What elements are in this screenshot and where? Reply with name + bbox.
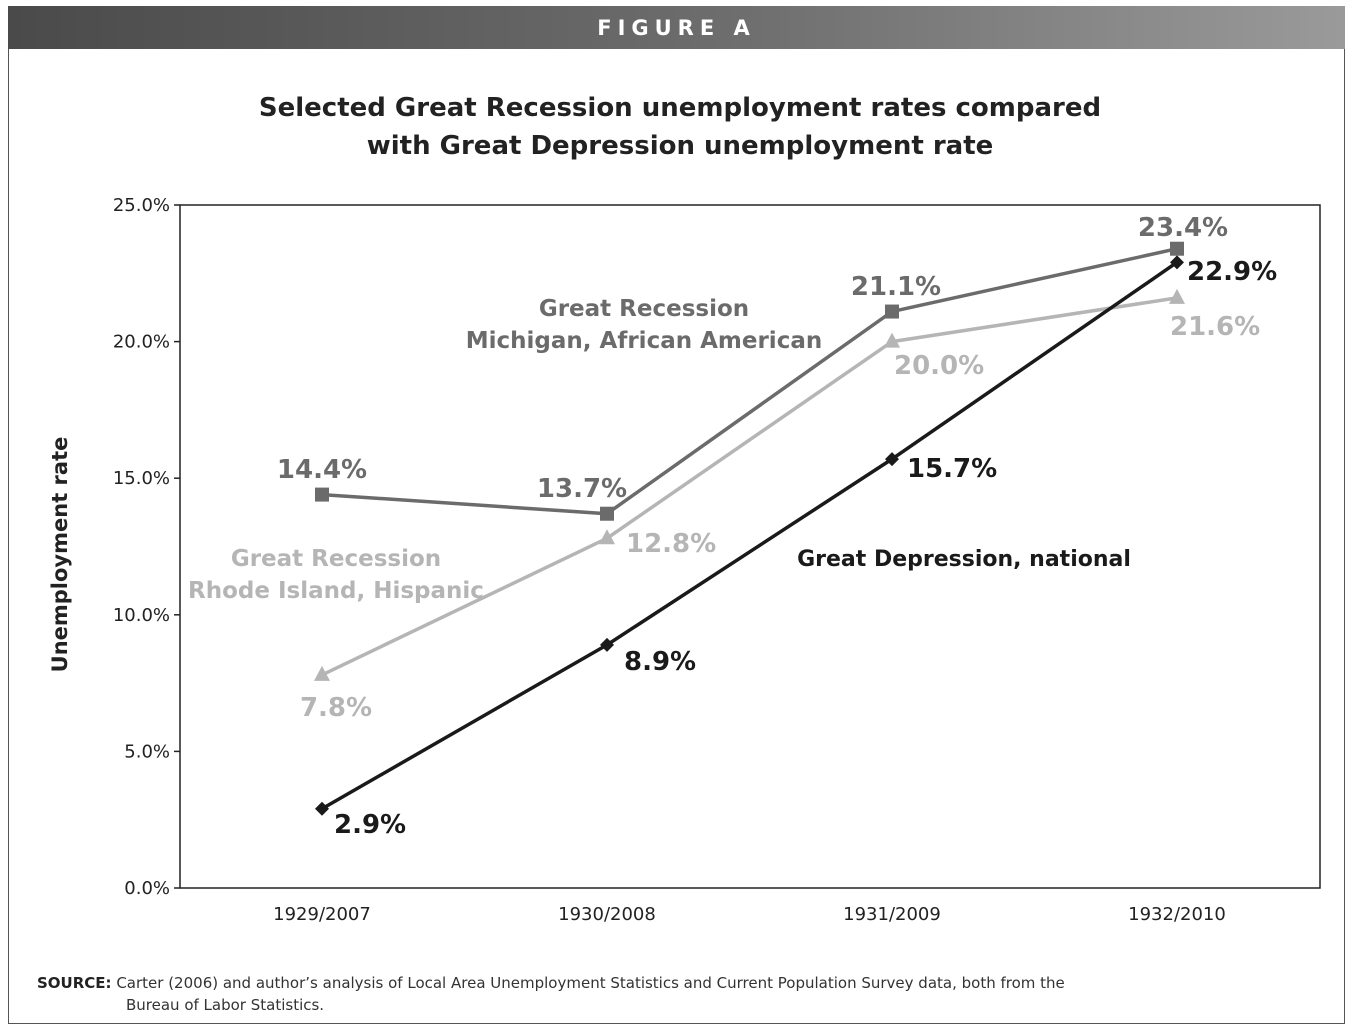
series-line-rhode_island	[321, 296, 1178, 677]
x-tick-label: 1932/2010	[1128, 904, 1226, 925]
data-label-national: 15.7%	[907, 454, 997, 484]
data-label-national: 2.9%	[334, 810, 406, 840]
data-label-national: 22.9%	[1187, 257, 1277, 287]
data-label-rhode_island: 21.6%	[1170, 312, 1260, 342]
point-marker-national	[1170, 255, 1184, 270]
source-label: SOURCE:	[37, 974, 112, 992]
chart-axes: 0.0% 5.0% 10.0% 15.0% 20.0% 25.0% 1929/2007 193…	[48, 195, 1321, 925]
series-name-michigan: Great Recession	[539, 296, 749, 322]
data-label-michigan: 21.1%	[851, 272, 941, 302]
x-tick-label: 1931/2009	[843, 904, 941, 925]
y-tick-label: 5.0%	[124, 741, 170, 762]
point-marker-rhode_island	[314, 665, 330, 681]
point-marker-michigan	[600, 506, 614, 521]
chart-title: Selected Great Recession unemployment ra…	[259, 93, 1101, 161]
series-name-michigan: Michigan, African American	[466, 328, 822, 354]
point-marker-national	[885, 452, 899, 467]
series-name-rhode_island: Rhode Island, Hispanic	[188, 578, 484, 604]
chart-series: 14.4% 13.7% 21.1% 23.4% Great Recession Michi…	[188, 213, 1277, 840]
x-tick-label: 1929/2007	[273, 904, 371, 925]
data-label-national: 8.9%	[624, 647, 696, 677]
data-label-rhode_island: 7.8%	[300, 693, 372, 723]
series-name-national: Great Depression, national	[797, 547, 1131, 572]
point-marker-national	[315, 801, 329, 816]
y-tick-label: 20.0%	[113, 332, 170, 353]
source-text-line2: Bureau of Labor Statistics.	[126, 996, 325, 1014]
data-label-michigan: 14.4%	[277, 455, 367, 485]
y-tick-label: 25.0%	[113, 195, 170, 216]
point-marker-michigan	[315, 487, 329, 502]
point-marker-michigan	[885, 304, 899, 319]
point-marker-rhode_island	[1169, 288, 1185, 304]
series-name-rhode_island: Great Recession	[231, 546, 441, 572]
data-label-rhode_island: 12.8%	[626, 529, 716, 559]
y-tick-label: 0.0%	[124, 878, 170, 899]
series-national: 2.9% 8.9% 15.7% 22.9% Great Depression, nati…	[315, 255, 1277, 840]
point-marker-rhode_island	[599, 529, 615, 545]
source-text-line1: Carter (2006) and author’s analysis of L…	[116, 974, 1065, 992]
point-marker-national	[600, 637, 614, 652]
plot-area-border	[179, 204, 1321, 889]
source-note: SOURCE: Carter (2006) and author’s analy…	[37, 972, 1217, 1016]
series-michigan: 14.4% 13.7% 21.1% 23.4% Great Recession Michi…	[277, 213, 1228, 521]
series-rhode_island: 7.8% 12.8% 20.0% 21.6% Great Recession Rhode …	[188, 288, 1260, 723]
y-tick-label: 15.0%	[113, 468, 170, 489]
data-label-michigan: 13.7%	[537, 474, 627, 504]
data-label-rhode_island: 20.0%	[894, 351, 984, 381]
point-marker-michigan	[1170, 241, 1184, 256]
y-tick-label: 10.0%	[113, 605, 170, 626]
point-marker-rhode_island	[884, 332, 900, 348]
y-axis-label: Unemployment rate	[48, 437, 72, 673]
chart-title-line-2: with Great Depression unemployment rate	[367, 131, 994, 161]
chart-title-line-1: Selected Great Recession unemployment ra…	[259, 93, 1101, 123]
figure-label-banner: FIGURE A	[8, 6, 1345, 49]
figure-label: FIGURE A	[597, 15, 756, 40]
data-label-michigan: 23.4%	[1138, 213, 1228, 243]
series-line-michigan	[321, 247, 1178, 516]
series-line-national	[321, 260, 1178, 811]
x-tick-label: 1930/2008	[558, 904, 656, 925]
